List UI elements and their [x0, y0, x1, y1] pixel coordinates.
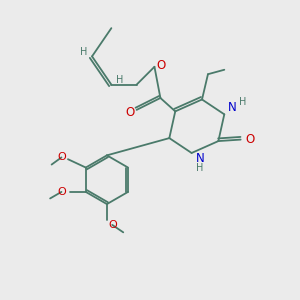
Text: H: H: [196, 164, 204, 173]
Text: N: N: [228, 101, 237, 114]
Text: H: H: [116, 75, 123, 85]
Text: O: O: [125, 106, 135, 119]
Text: O: O: [57, 187, 66, 197]
Text: O: O: [245, 133, 254, 146]
Text: H: H: [80, 47, 87, 57]
Text: H: H: [239, 97, 246, 107]
Text: O: O: [57, 152, 66, 162]
Text: N: N: [196, 152, 204, 165]
Text: O: O: [156, 59, 166, 72]
Text: O: O: [108, 220, 117, 230]
